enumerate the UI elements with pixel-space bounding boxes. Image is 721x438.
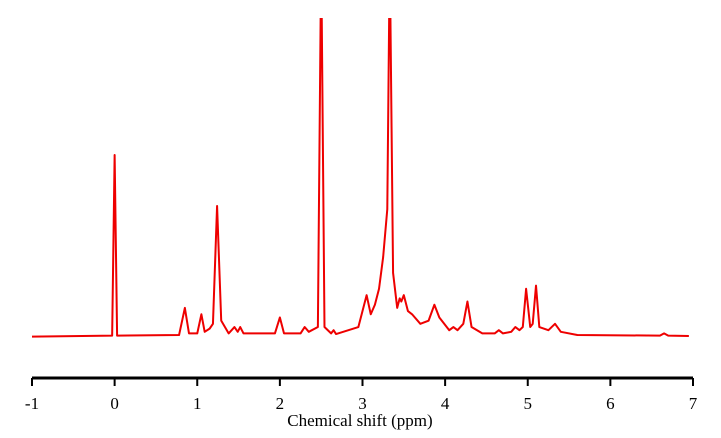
x-axis-label: Chemical shift (ppm) <box>287 411 432 430</box>
x-tick-label: 3 <box>358 394 367 413</box>
x-tick-label: 4 <box>441 394 450 413</box>
x-tick-label: -1 <box>25 394 39 413</box>
x-tick-label: 6 <box>606 394 615 413</box>
x-tick-label: 2 <box>276 394 285 413</box>
spectrum-line <box>31 18 689 338</box>
x-tick-label: 1 <box>193 394 202 413</box>
x-tick-label: 7 <box>689 394 698 413</box>
x-tick-label: 0 <box>110 394 119 413</box>
x-tick-label: 5 <box>524 394 533 413</box>
